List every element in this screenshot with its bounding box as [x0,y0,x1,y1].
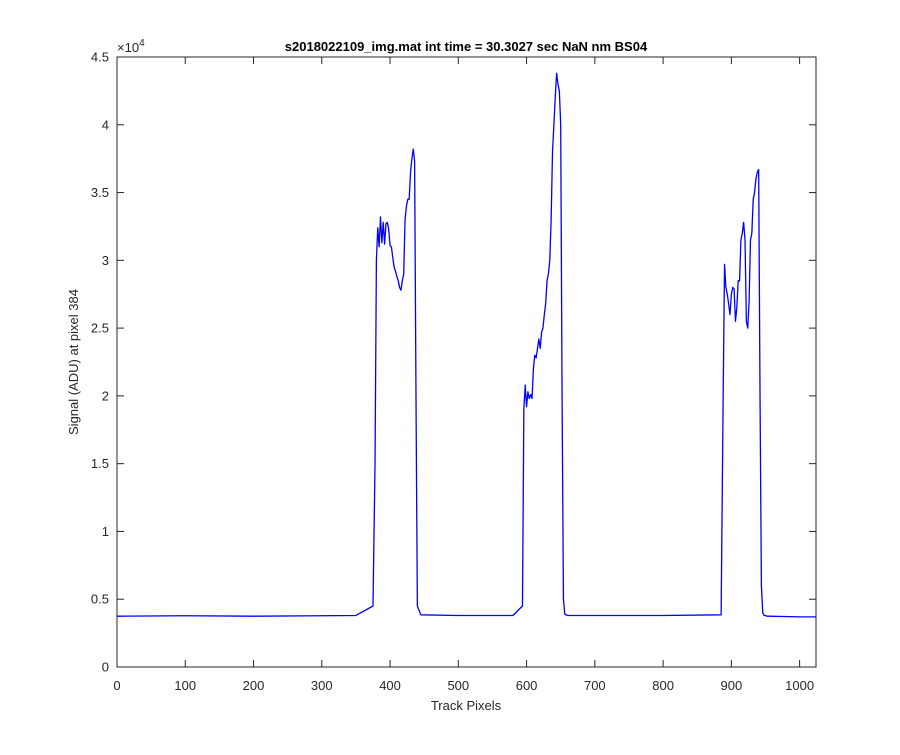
x-tick-label: 300 [311,678,333,693]
plot-frame [116,56,817,668]
y-exponent-base: ×10 [117,40,139,55]
x-tick-label: 0 [113,678,120,693]
series-layer [116,72,816,618]
y-tick-label: 3 [102,253,109,268]
x-axis-title: Track Pixels [431,698,502,713]
y-tick-label: 2.5 [91,321,109,336]
y-exponent-label: ×104 [117,38,145,55]
x-tick-label: 500 [447,678,469,693]
x-tick-label: 400 [379,678,401,693]
chart-title: s2018022109_img.mat int time = 30.3027 s… [285,39,648,54]
x-tick-label: 100 [174,678,196,693]
plot-area [117,57,816,667]
y-tick-label: 1 [102,524,109,539]
x-axis: 0 100 200 300 400 500 600 700 800 900 1000 [113,57,814,693]
y-axis-title: Signal (ADU) at pixel 384 [66,289,81,435]
x-tick-label: 600 [516,678,538,693]
y-tick-label: 4.5 [91,50,109,65]
y-axis: 0 0.5 1 1.5 2 2.5 3 3.5 4 4.5 [91,50,816,675]
x-tick-label: 200 [243,678,265,693]
signal-series-line [116,72,816,618]
y-tick-label: 0 [102,660,109,675]
x-tick-label: 800 [652,678,674,693]
y-tick-label: 0.5 [91,592,109,607]
x-tick-label: 700 [584,678,606,693]
y-tick-label: 2 [102,388,109,403]
y-tick-label: 3.5 [91,185,109,200]
y-exponent-power: 4 [139,38,145,49]
y-tick-label: 4 [102,117,109,132]
x-tick-label: 1000 [785,678,814,693]
x-tick-label: 900 [721,678,743,693]
y-tick-label: 1.5 [91,456,109,471]
